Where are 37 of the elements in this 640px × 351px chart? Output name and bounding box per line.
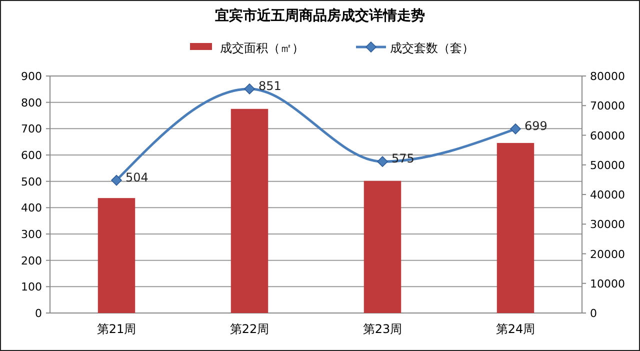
y-tick-label: 100 (21, 280, 42, 294)
y2-tick-label: 60000 (590, 129, 625, 142)
x-tick-label: 第21周 (96, 322, 136, 336)
y-tick-label: 600 (21, 149, 42, 162)
point (111, 174, 122, 186)
y-tick-label: 0 (35, 307, 42, 320)
y-tick-label: 900 (21, 70, 42, 83)
y-tick-label: 300 (21, 228, 42, 241)
legend-label: 成交面积（㎡） (220, 41, 304, 55)
bar (230, 108, 268, 313)
bar (496, 142, 534, 313)
point (510, 124, 521, 134)
y-tick-label: 400 (21, 202, 42, 215)
x-tick-label: 第23周 (362, 322, 402, 336)
y2-tick-label: 20000 (590, 248, 625, 261)
x-tick-label: 第24周 (496, 322, 536, 336)
y2-tick-label: 50000 (590, 158, 625, 172)
bar (98, 198, 136, 313)
chart-title: 宜宾市近五周商品房成交详情走势 (215, 7, 425, 24)
legend-label: 成交套数（套） (390, 41, 474, 55)
y2-tick-label: 0 (590, 307, 597, 320)
y2-tick-label: 10000 (590, 277, 625, 290)
y-tick-label: 700 (21, 122, 42, 136)
point (377, 156, 388, 167)
y-tick-label: 200 (21, 254, 42, 268)
data-label: 504 (126, 170, 148, 184)
point (244, 84, 255, 94)
data-label: 699 (524, 118, 548, 133)
x-tick-label: 第22周 (230, 322, 270, 336)
y2-tick-label: 70000 (590, 100, 625, 113)
data-label: 851 (258, 78, 282, 93)
y-tick-label: 500 (21, 175, 42, 188)
y2-tick-label: 40000 (590, 188, 625, 202)
bar (364, 180, 402, 313)
y2-tick-label: 30000 (590, 218, 625, 232)
y-tick-label: 800 (21, 96, 42, 110)
y2-tick-label: 80000 (590, 70, 625, 83)
